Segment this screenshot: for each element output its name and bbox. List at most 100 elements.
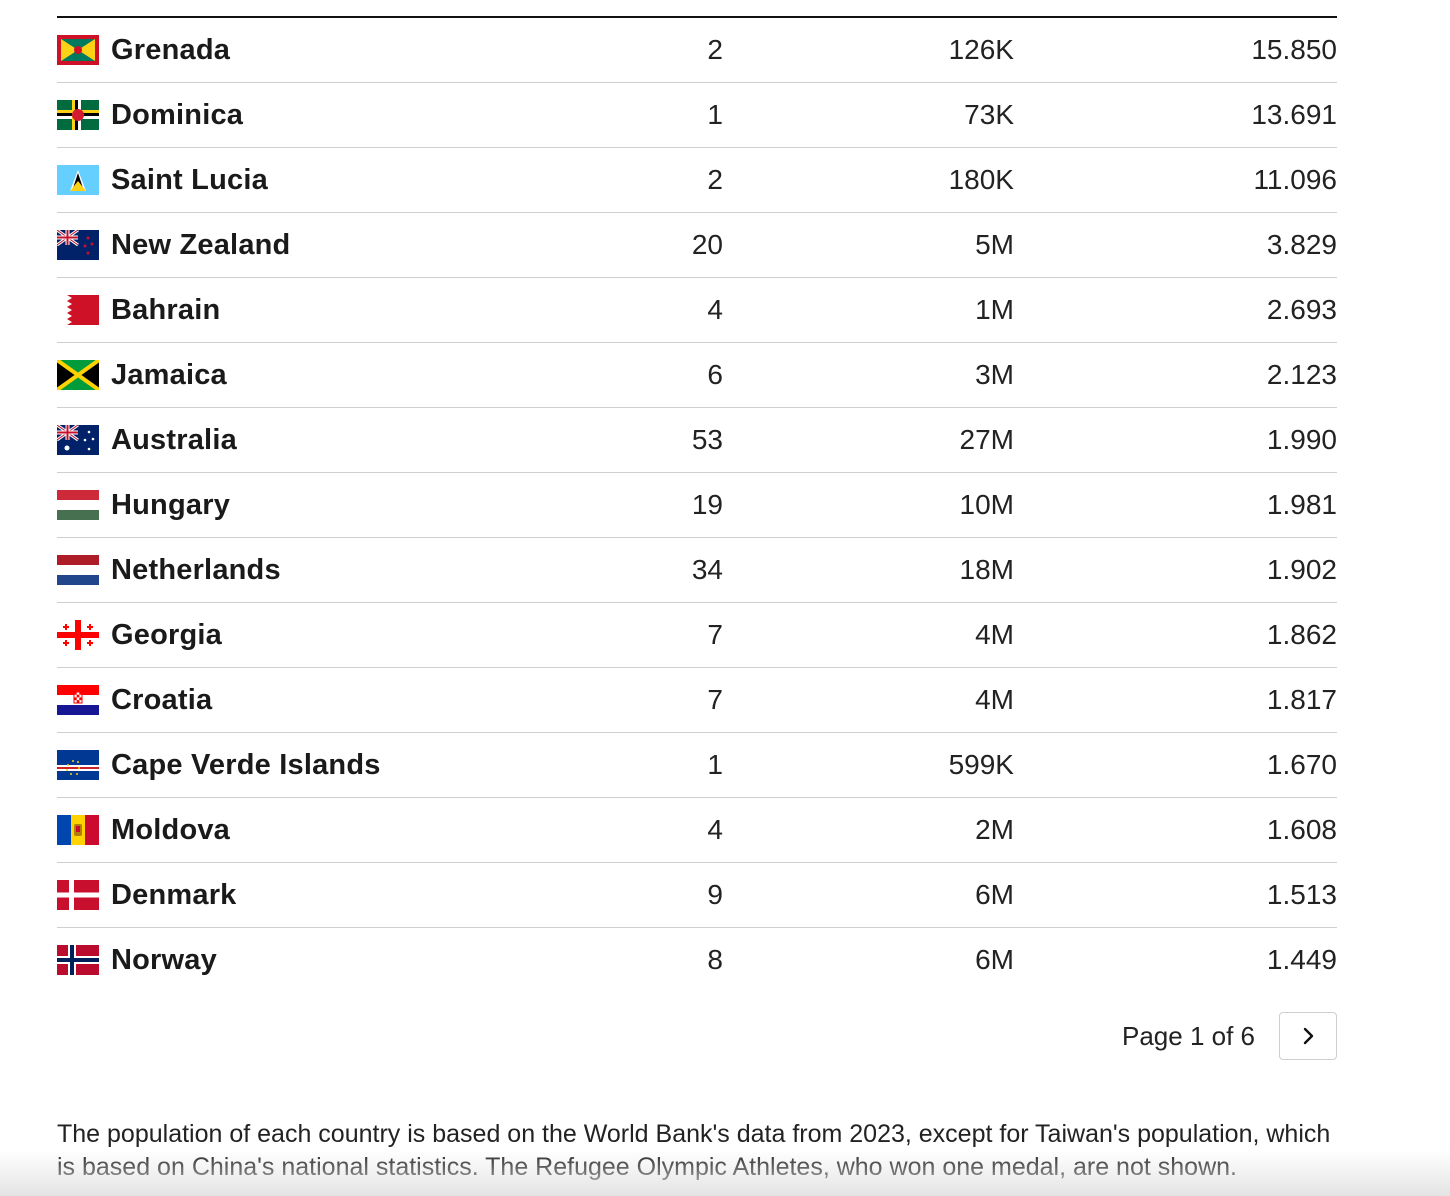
medals-value: 9 [707,879,723,910]
medals-value: 8 [707,944,723,975]
population-value: 73K [964,99,1014,130]
bahrain-flag-icon [57,295,99,325]
chevron-right-icon [1299,1027,1317,1045]
country-name: Moldova [111,813,231,846]
medals-per-million-value: 1.608 [1266,814,1337,845]
population-value: 180K [948,164,1014,195]
saint-lucia-flag-icon [57,165,99,195]
medals-per-million-value: 1.902 [1266,554,1337,585]
hungary-flag-icon [57,490,99,520]
medals-per-million-value: 1.670 [1266,749,1337,780]
australia-flag-icon [57,425,99,455]
medals-per-million-value: 11.096 [1253,164,1337,195]
medals-value: 53 [691,424,723,455]
table-row: Moldova 4 2M 1.608 [57,798,1337,863]
pagination: Page 1 of 6 [1122,1012,1337,1060]
medals-value: 20 [691,229,723,260]
country-cell: Denmark [57,879,237,912]
table-row: Australia 53 27M 1.990 [57,408,1337,473]
medals-value: 1 [707,99,723,130]
table-row: Netherlands 34 18M 1.902 [57,538,1337,603]
country-name: Bahrain [111,293,221,326]
table-row: New Zealand 20 5M 3.829 [57,213,1337,278]
population-value: 6M [975,944,1014,975]
medals-per-million-value: 13.691 [1251,99,1337,130]
country-name: Grenada [111,33,231,66]
medals-value: 19 [691,489,723,520]
medals-value: 2 [707,164,723,195]
denmark-flag-icon [57,880,99,910]
medals-per-million-value: 1.513 [1266,879,1337,910]
population-value: 599K [948,749,1014,780]
population-value: 4M [975,684,1014,715]
country-cell: Dominica [57,99,243,132]
table-row: Norway 8 6M 1.449 [57,928,1337,992]
footnote: The population of each country is based … [57,1120,1331,1181]
medals-per-million-value: 2.693 [1266,294,1337,325]
medals-per-million-value: 15.850 [1251,34,1337,65]
country-name: Cape Verde Islands [111,748,381,781]
table-row: Croatia 7 4M 1.817 [57,668,1337,733]
medals-value: 1 [707,749,723,780]
table-row: Dominica 1 73K 13.691 [57,83,1337,148]
medals-value: 7 [707,619,723,650]
medals-value: 34 [691,554,723,585]
country-name: Jamaica [111,358,227,391]
georgia-flag-icon [57,620,99,650]
population-value: 18M [959,554,1014,585]
grenada-flag-icon [57,35,99,65]
medals-per-capita-table: Grenada 2 126K 15.850 Dominica 1 73K 13.… [57,16,1337,992]
moldova-flag-icon [57,815,99,845]
table-row: Georgia 7 4M 1.862 [57,603,1337,668]
population-value: 4M [975,619,1014,650]
country-cell: Moldova [57,814,230,847]
country-name: Croatia [111,683,213,716]
medals-value: 4 [707,814,723,845]
medals-value: 2 [707,34,723,65]
table-row: Denmark 9 6M 1.513 [57,863,1337,928]
medals-value: 4 [707,294,723,325]
country-cell: Bahrain [57,294,220,327]
country-name: Georgia [111,618,222,651]
medals-per-million-value: 1.862 [1266,619,1337,650]
page-indicator: Page 1 of 6 [1122,1020,1255,1051]
country-name: Netherlands [111,553,281,586]
population-value: 27M [959,424,1014,455]
table-row: Bahrain 4 1M 2.693 [57,278,1337,343]
country-name: Australia [111,423,237,456]
croatia-flag-icon [57,685,99,715]
population-value: 5M [975,229,1014,260]
population-value: 6M [975,879,1014,910]
medals-value: 7 [707,684,723,715]
country-name: Hungary [111,488,231,521]
medals-per-million-value: 1.981 [1266,489,1337,520]
table-row: Grenada 2 126K 15.850 [57,18,1337,83]
netherlands-flag-icon [57,555,99,585]
country-cell: Saint Lucia [57,164,268,197]
norway-flag-icon [57,945,99,975]
population-value: 1M [975,294,1014,325]
country-name: Saint Lucia [111,163,268,196]
country-name: Dominica [111,98,244,131]
country-cell: Jamaica [57,359,227,392]
country-cell: Australia [57,424,237,457]
country-cell: New Zealand [57,229,290,262]
table-row: Jamaica 6 3M 2.123 [57,343,1337,408]
next-page-button[interactable] [1279,1012,1337,1060]
table-row: Hungary 19 10M 1.981 [57,473,1337,538]
cape-verde-flag-icon [57,750,99,780]
table-row: Cape Verde Islands 1 599K 1.670 [57,733,1337,798]
country-cell: Hungary [57,489,230,522]
population-value: 10M [959,489,1014,520]
medals-per-million-value: 3.829 [1266,229,1337,260]
country-cell: Norway [57,944,217,977]
dominica-flag-icon [57,100,99,130]
country-cell: Netherlands [57,554,281,587]
population-value: 126K [948,34,1014,65]
jamaica-flag-icon [57,360,99,390]
medals-per-million-value: 1.817 [1266,684,1337,715]
population-value: 3M [975,359,1014,390]
country-cell: Grenada [57,34,230,67]
country-name: Norway [111,943,217,976]
country-cell: Georgia [57,619,222,652]
